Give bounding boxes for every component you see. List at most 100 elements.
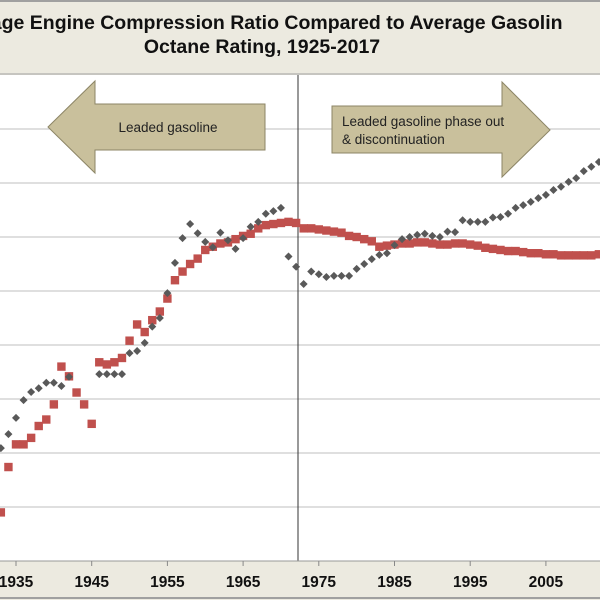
compression-ratio-point bbox=[125, 349, 134, 358]
compression-ratio-point bbox=[57, 382, 66, 391]
octane-point bbox=[481, 243, 490, 252]
x-tick-label: 1995 bbox=[453, 574, 488, 591]
compression-ratio-point bbox=[299, 279, 308, 288]
compression-ratio-point bbox=[42, 378, 51, 387]
compression-ratio-point bbox=[413, 230, 422, 239]
octane-point bbox=[132, 320, 142, 329]
octane-point bbox=[375, 242, 384, 251]
octane-point bbox=[125, 336, 134, 345]
octane-point bbox=[556, 251, 566, 260]
octane-point bbox=[110, 358, 119, 367]
compression-ratio-point bbox=[19, 396, 28, 405]
compression-ratio-point bbox=[276, 203, 285, 212]
compression-ratio-point bbox=[443, 227, 452, 236]
octane-point bbox=[405, 239, 414, 248]
compression-ratio-point bbox=[284, 252, 293, 261]
octane-point bbox=[148, 315, 157, 325]
compression-ratio-point bbox=[155, 314, 164, 322]
compression-ratio-point bbox=[488, 213, 497, 222]
compression-ratio-point bbox=[360, 260, 369, 268]
octane-point bbox=[57, 362, 66, 371]
octane-point bbox=[458, 239, 467, 248]
octane-series bbox=[0, 217, 600, 517]
compression-ratio-point bbox=[148, 322, 157, 331]
octane-point bbox=[450, 239, 460, 248]
x-tick-label: 1955 bbox=[150, 574, 185, 591]
compression-ratio-point bbox=[473, 217, 482, 226]
phase-out-label-line-1: Leaded gasoline phase out bbox=[342, 114, 504, 129]
compression-ratio-point bbox=[292, 262, 301, 271]
compression-ratio-point bbox=[0, 444, 5, 453]
octane-point bbox=[11, 440, 21, 449]
compression-ratio-point bbox=[451, 228, 460, 237]
octane-point bbox=[367, 237, 376, 246]
octane-point bbox=[254, 224, 263, 233]
octane-point bbox=[185, 259, 195, 269]
octane-point bbox=[428, 239, 437, 248]
octane-point bbox=[163, 294, 172, 303]
octane-point bbox=[564, 251, 573, 260]
compression-ratio-point bbox=[170, 258, 179, 267]
compression-ratio-point bbox=[594, 157, 600, 166]
compression-ratio-point bbox=[504, 209, 513, 218]
octane-point bbox=[19, 440, 28, 449]
octane-point bbox=[26, 433, 36, 443]
octane-point bbox=[443, 240, 452, 249]
compression-ratio-point bbox=[435, 233, 444, 241]
compression-ratio-point bbox=[246, 222, 255, 231]
compression-ratio-point bbox=[458, 216, 467, 225]
octane-point bbox=[473, 241, 482, 250]
compression-ratio-point bbox=[534, 194, 543, 203]
compression-ratio-point bbox=[390, 241, 399, 250]
compression-ratio-point bbox=[496, 213, 505, 222]
phase-out-arrow: Leaded gasoline phase out & discontinuat… bbox=[331, 80, 551, 179]
compression-ratio-point bbox=[216, 228, 225, 237]
octane-point bbox=[299, 224, 308, 233]
compression-ratio-point bbox=[27, 387, 36, 396]
octane-point bbox=[314, 225, 323, 234]
left-arrow-shape bbox=[47, 79, 266, 175]
octane-point bbox=[0, 508, 6, 517]
octane-point bbox=[79, 400, 89, 409]
compression-ratio-point bbox=[117, 370, 126, 379]
octane-point bbox=[594, 250, 600, 259]
right-arrow-shape bbox=[331, 80, 551, 179]
octane-point bbox=[587, 251, 596, 260]
phase-out-label-line-2: & discontinuation bbox=[342, 132, 445, 147]
octane-point bbox=[216, 239, 225, 248]
compression-ratio-point bbox=[511, 203, 520, 212]
compression-ratio-point bbox=[201, 237, 210, 246]
octane-point bbox=[518, 247, 528, 257]
compression-ratio-point bbox=[178, 234, 187, 243]
compression-ratio-point bbox=[12, 413, 20, 422]
octane-point bbox=[42, 415, 51, 424]
x-axis-ticks: 1935 1945 1955 1965 1975 1985 1995 2005 bbox=[0, 561, 564, 591]
x-tick-label: 1965 bbox=[226, 574, 261, 591]
octane-point bbox=[337, 228, 346, 237]
compression-ratio-point bbox=[481, 217, 490, 226]
compression-ratio-point bbox=[428, 231, 437, 240]
octane-point bbox=[397, 239, 407, 248]
leaded-gasoline-label: Leaded gasoline bbox=[118, 120, 217, 135]
octane-point bbox=[466, 240, 475, 249]
compression-ratio-point bbox=[519, 201, 528, 210]
octane-point bbox=[549, 250, 558, 259]
chart-title-line-2: Octane Rating, 1925-2017 bbox=[144, 36, 380, 58]
compression-ratio-point bbox=[102, 370, 111, 379]
octane-point bbox=[322, 226, 331, 235]
octane-point bbox=[102, 360, 112, 369]
compression-ratio-point bbox=[367, 255, 376, 264]
octane-point bbox=[276, 218, 286, 228]
gridlines bbox=[0, 128, 600, 508]
octane-point bbox=[541, 250, 551, 259]
compression-ratio-point bbox=[223, 236, 232, 245]
compression-ratio-point bbox=[34, 384, 43, 393]
compression-ratio-point bbox=[95, 370, 104, 379]
octane-point bbox=[155, 307, 165, 316]
octane-point bbox=[291, 218, 301, 228]
compression-ratio-point bbox=[382, 249, 391, 258]
octane-point bbox=[307, 224, 316, 233]
compression-ratio-point bbox=[587, 162, 596, 171]
compression-ratio-series bbox=[0, 157, 600, 453]
octane-point bbox=[360, 234, 369, 244]
